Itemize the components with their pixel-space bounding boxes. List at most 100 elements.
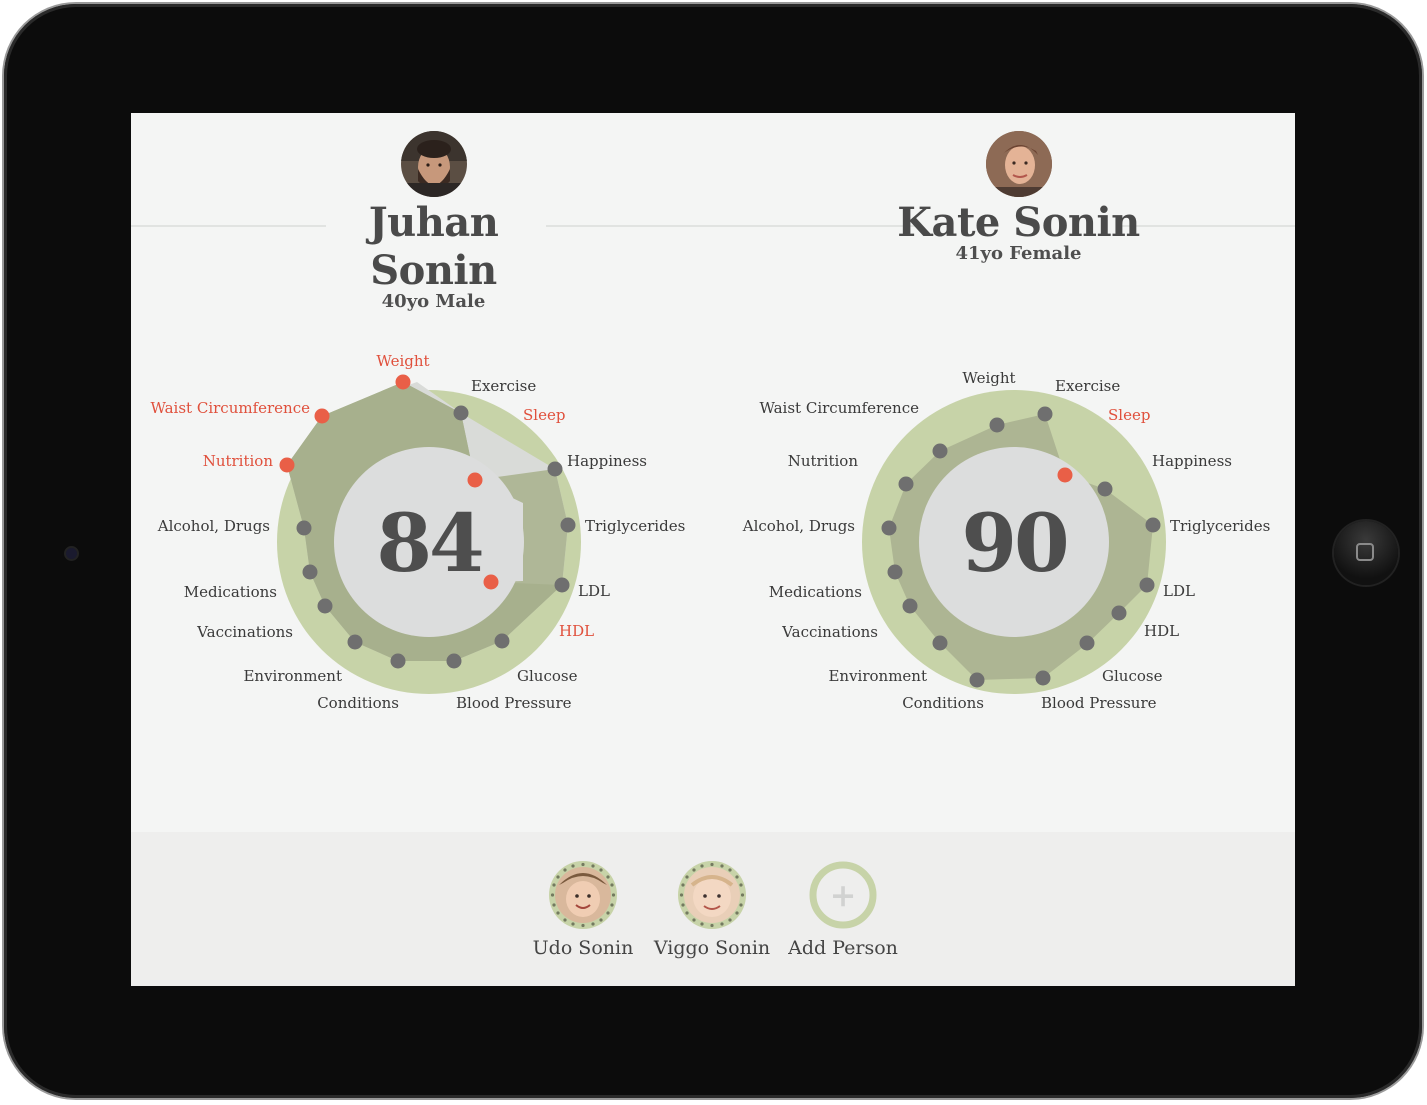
chart-gap bbox=[475, 480, 523, 582]
health-score: 84 bbox=[376, 496, 482, 590]
metric-label: Sleep bbox=[1108, 406, 1150, 424]
metric-dot-ldl[interactable] bbox=[1139, 577, 1155, 593]
metric-dot-nutrition[interactable] bbox=[279, 457, 295, 473]
health-radial-chart[interactable]: 84 Weight Exercise Sleep Happiness Trigl… bbox=[131, 343, 711, 723]
metric-label: Glucose bbox=[1102, 667, 1163, 685]
metric-dot-conditions[interactable] bbox=[390, 653, 406, 669]
chart-center-disc bbox=[334, 447, 524, 637]
metric-dot-vaccinations[interactable] bbox=[902, 598, 918, 614]
metric-dot-waist[interactable] bbox=[314, 408, 330, 424]
metric-dot-sleep[interactable] bbox=[1057, 467, 1073, 483]
metric-dot-weight[interactable] bbox=[395, 374, 411, 390]
avatar[interactable] bbox=[400, 131, 467, 197]
person-age-gender: 41yo Female bbox=[955, 243, 1082, 264]
metric-dot-conditions[interactable] bbox=[969, 672, 985, 688]
camera-icon bbox=[66, 548, 77, 559]
divider-line bbox=[131, 225, 326, 227]
avatar-child-photo bbox=[549, 861, 617, 929]
metric-label: Blood Pressure bbox=[456, 694, 572, 712]
metric-label: Alcohol, Drugs bbox=[157, 517, 270, 535]
chart-center-disc bbox=[919, 447, 1109, 637]
metric-label: Weight bbox=[376, 352, 429, 370]
metric-dot-environment[interactable] bbox=[932, 635, 948, 651]
metric-dot-glucose[interactable] bbox=[1079, 635, 1095, 651]
metric-label: Vaccinations bbox=[196, 623, 293, 641]
metric-dot-environment[interactable] bbox=[347, 634, 363, 650]
metric-label: Environment bbox=[243, 667, 342, 685]
avatar[interactable] bbox=[678, 861, 746, 929]
metric-label: Conditions bbox=[902, 694, 984, 712]
metric-dot-blood-pressure[interactable] bbox=[1035, 670, 1051, 686]
metric-label: Blood Pressure bbox=[1041, 694, 1157, 712]
health-score: 90 bbox=[961, 496, 1066, 590]
metric-label: Nutrition bbox=[788, 452, 859, 470]
metric-dot-exercise[interactable] bbox=[1037, 406, 1053, 422]
metric-dot-happiness[interactable] bbox=[547, 461, 563, 477]
metric-label: Weight bbox=[962, 369, 1015, 387]
metric-label: Alcohol, Drugs bbox=[742, 517, 855, 535]
metric-label: HDL bbox=[1144, 622, 1179, 640]
avatar[interactable] bbox=[985, 131, 1052, 197]
metric-dot-sleep[interactable] bbox=[467, 472, 483, 488]
metric-dot-glucose[interactable] bbox=[494, 633, 510, 649]
metric-label: Triglycerides bbox=[1170, 517, 1270, 535]
metric-label: Exercise bbox=[1055, 377, 1120, 395]
metric-dot-hdl[interactable] bbox=[483, 574, 499, 590]
metric-label: Environment bbox=[828, 667, 927, 685]
family-member-name: Udo Sonin bbox=[532, 937, 634, 959]
metric-label: Happiness bbox=[1152, 452, 1232, 470]
metric-dot-happiness[interactable] bbox=[1097, 481, 1113, 497]
plus-icon: + bbox=[830, 876, 857, 914]
metric-dot-exercise[interactable] bbox=[453, 405, 469, 421]
person-header[interactable]: Juhan Sonin 40yo Male bbox=[311, 131, 556, 313]
metric-label: Waist Circumference bbox=[151, 399, 311, 417]
avatar[interactable] bbox=[549, 861, 617, 929]
metric-dot-triglycerides[interactable] bbox=[560, 517, 576, 533]
family-member-udo[interactable]: Udo Sonin bbox=[513, 861, 653, 959]
avatar-man-photo bbox=[400, 131, 467, 197]
family-bar: Udo Sonin Viggo Sonin bbox=[131, 832, 1295, 986]
app-screen: Juhan Sonin 40yo Male Kate Sonin 41yo Fe… bbox=[131, 113, 1295, 986]
metric-dot-vaccinations[interactable] bbox=[317, 598, 333, 614]
metric-label: Conditions bbox=[317, 694, 399, 712]
home-square-icon bbox=[1356, 543, 1374, 561]
dot-ring bbox=[679, 862, 745, 928]
metric-label: Triglycerides bbox=[585, 517, 685, 535]
family-member-viggo[interactable]: Viggo Sonin bbox=[642, 861, 782, 959]
metric-label: LDL bbox=[1163, 582, 1195, 600]
metric-label: Medications bbox=[769, 583, 862, 601]
metric-dot-waist[interactable] bbox=[932, 443, 948, 459]
avatar-baby-photo bbox=[678, 861, 746, 929]
metric-dot-medications[interactable] bbox=[887, 564, 903, 580]
metric-label: LDL bbox=[578, 582, 610, 600]
metric-dot-alcohol[interactable] bbox=[881, 520, 897, 536]
metric-label: Glucose bbox=[517, 667, 578, 685]
metric-label: Happiness bbox=[567, 452, 647, 470]
person-name: Kate Sonin bbox=[897, 199, 1140, 246]
metric-label: Waist Circumference bbox=[760, 399, 920, 417]
metric-label: Exercise bbox=[471, 377, 536, 395]
metric-dot-alcohol[interactable] bbox=[296, 520, 312, 536]
dot-ring bbox=[550, 862, 616, 928]
metric-dot-ldl[interactable] bbox=[554, 577, 570, 593]
metric-dot-weight[interactable] bbox=[989, 417, 1005, 433]
add-person-label: Add Person bbox=[788, 937, 898, 959]
add-person-button[interactable]: + Add Person bbox=[773, 861, 913, 959]
divider-line bbox=[546, 225, 918, 227]
metric-dot-triglycerides[interactable] bbox=[1145, 517, 1161, 533]
person-name: Juhan Sonin bbox=[368, 199, 499, 294]
health-radial-chart[interactable]: 90 Weight Exercise Sleep Happiness Trigl… bbox=[716, 343, 1295, 723]
metric-dot-hdl[interactable] bbox=[1111, 605, 1127, 621]
add-person-icon[interactable]: + bbox=[809, 861, 877, 929]
metric-label: Medications bbox=[184, 583, 277, 601]
metric-label: Sleep bbox=[523, 406, 565, 424]
metric-dot-medications[interactable] bbox=[302, 564, 318, 580]
person-header[interactable]: Kate Sonin 41yo Female bbox=[896, 131, 1141, 265]
metric-label: Vaccinations bbox=[781, 623, 878, 641]
metric-label: HDL bbox=[559, 622, 594, 640]
home-button[interactable] bbox=[1334, 521, 1398, 585]
metric-dot-blood-pressure[interactable] bbox=[446, 653, 462, 669]
family-member-name: Viggo Sonin bbox=[653, 937, 771, 959]
metric-dot-nutrition[interactable] bbox=[898, 476, 914, 492]
metric-label: Nutrition bbox=[203, 452, 274, 470]
